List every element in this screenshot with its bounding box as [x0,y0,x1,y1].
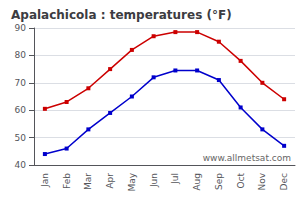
svg-text:Apr: Apr [105,173,115,189]
svg-text:50: 50 [15,133,27,143]
svg-text:Apalachicola : temperatures (°: Apalachicola : temperatures (°F) [11,8,232,22]
svg-text:Nov: Nov [257,172,267,190]
svg-text:Oct: Oct [236,173,246,189]
svg-text:80: 80 [15,50,27,60]
svg-text:60: 60 [15,105,27,115]
svg-text:Sep: Sep [214,173,224,190]
svg-text:Dec: Dec [279,173,289,190]
svg-text:Jan: Jan [40,173,50,188]
svg-text:40: 40 [15,160,27,170]
svg-text:Feb: Feb [62,173,72,189]
svg-text:90: 90 [15,23,27,33]
svg-text:70: 70 [15,78,27,88]
svg-text:Jun: Jun [149,173,159,188]
svg-text:www.allmetsat.com: www.allmetsat.com [203,153,291,163]
svg-text:Jul: Jul [170,173,180,185]
svg-text:Mar: Mar [83,173,93,190]
svg-text:Aug: Aug [192,173,202,191]
svg-text:May: May [127,172,137,191]
